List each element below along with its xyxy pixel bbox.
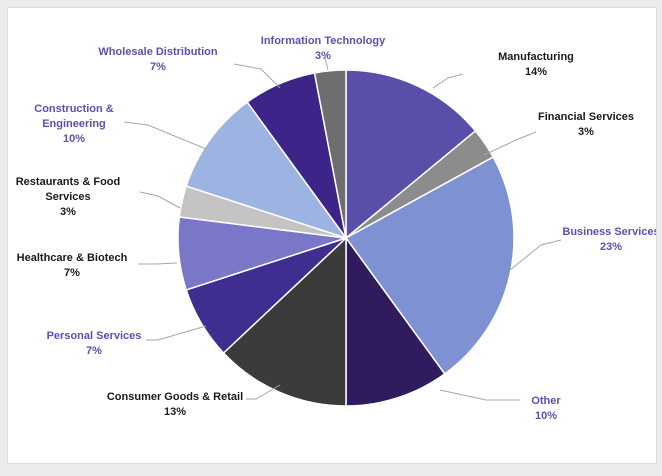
slice-name: Consumer Goods & Retail: [107, 391, 243, 403]
leader-line-personal-services: [146, 325, 207, 341]
slice-label-construction-and-engineering: Construction & Engineering 10%: [34, 103, 113, 145]
slice-percent: 7%: [64, 267, 80, 279]
slice-name: Services: [45, 191, 90, 203]
slice-label-other: Other 10%: [531, 395, 561, 422]
slice-name: Wholesale Distribution: [98, 46, 217, 58]
pie-chart: Manufacturing 14% Financial Services 3% Busi…: [16, 35, 656, 422]
slice-percent: 14%: [525, 66, 547, 78]
leader-line-other: [439, 389, 520, 401]
pie-slice-consumer-goods-and-retail: [222, 236, 347, 407]
slice-label-personal-services: Personal Services 7%: [47, 330, 142, 357]
leader-lines: [123, 56, 562, 401]
chart-frame: Manufacturing 14% Financial Services 3% Busi…: [7, 7, 657, 464]
pie-slice-other: [345, 235, 446, 407]
leader-line-financial-services: [483, 131, 537, 156]
pie-slice-information-technology: [313, 69, 347, 239]
leader-line-consumer-goods-and-retail: [246, 384, 281, 400]
slice-label-restaurants-and-food-services: Restaurants & Food Services 3%: [16, 176, 121, 218]
slice-label-healthcare-and-biotech: Healthcare & Biotech 7%: [17, 252, 128, 279]
slice-name: Information Technology: [261, 35, 386, 47]
slice-name: Business Services: [562, 226, 656, 238]
slice-percent: 3%: [60, 206, 76, 218]
pie-slice-manufacturing: [345, 69, 477, 240]
slice-name: Engineering: [42, 118, 106, 130]
slice-name: Healthcare & Biotech: [17, 252, 128, 264]
leader-line-wholesale-distribution: [233, 63, 281, 89]
slice-name: Other: [531, 395, 561, 407]
pie-slice-business-services: [344, 156, 515, 375]
leader-line-information-technology: [324, 56, 329, 71]
leader-line-restaurants-and-food-services: [139, 191, 181, 209]
slice-label-business-services: Business Services 23%: [562, 226, 656, 253]
slice-name: Financial Services: [538, 111, 634, 123]
pie-slices: [177, 69, 515, 407]
leader-line-manufacturing: [432, 73, 464, 89]
slice-label-wholesale-distribution: Wholesale Distribution 7%: [98, 46, 217, 73]
slice-name: Manufacturing: [498, 51, 574, 63]
leader-line-business-services: [509, 239, 562, 271]
slice-percent: 13%: [164, 406, 186, 418]
slice-percent: 7%: [86, 345, 102, 357]
slice-label-consumer-goods-and-retail: Consumer Goods & Retail 13%: [107, 391, 243, 418]
slice-percent: 10%: [535, 410, 557, 422]
slice-percent: 10%: [63, 133, 85, 145]
slice-label-manufacturing: Manufacturing 14%: [498, 51, 574, 78]
slice-name: Personal Services: [47, 330, 142, 342]
slice-label-financial-services: Financial Services 3%: [538, 111, 634, 138]
slice-percent: 3%: [315, 50, 331, 62]
slice-name: Construction &: [34, 103, 113, 115]
leader-line-healthcare-and-biotech: [138, 262, 178, 265]
slice-percent: 7%: [150, 61, 166, 73]
slice-percent: 3%: [578, 126, 594, 138]
slice-label-information-technology: Information Technology 3%: [261, 35, 386, 62]
leader-line-construction-and-engineering: [123, 121, 207, 150]
slice-labels: Manufacturing 14% Financial Services 3% Busi…: [16, 35, 656, 422]
slice-percent: 23%: [600, 241, 622, 253]
slice-name: Restaurants & Food: [16, 176, 121, 188]
pie-slice-construction-and-engineering: [185, 101, 348, 240]
